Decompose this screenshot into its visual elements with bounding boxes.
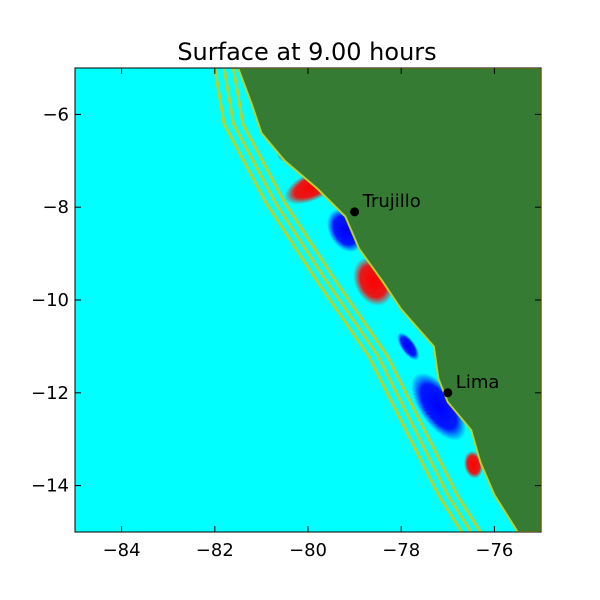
location-markers: Trujillo Lima xyxy=(350,191,500,398)
y-tick-label: −14 xyxy=(31,476,69,497)
x-tick-label: −78 xyxy=(382,540,420,561)
y-tick-label: −10 xyxy=(31,290,69,311)
depth-contour-1 xyxy=(222,68,473,532)
y-tick-label: −12 xyxy=(31,383,69,404)
x-tick-label: −82 xyxy=(196,540,234,561)
wave-trough-5 xyxy=(411,372,466,441)
axes: −84 −82 −80 −78 −76 −6 −8 −10 −12 −14 xyxy=(31,68,541,561)
x-tick-label: −84 xyxy=(103,540,141,561)
land-area xyxy=(237,68,541,532)
depth-contour-2 xyxy=(213,68,464,532)
plot-area xyxy=(75,68,541,532)
lima-marker xyxy=(443,388,453,398)
lima-label: Lima xyxy=(456,372,500,393)
trujillo-label: Trujillo xyxy=(362,191,421,212)
wave-trough-4 xyxy=(397,332,420,361)
depth-contour-0 xyxy=(231,68,482,532)
x-tick-label: −80 xyxy=(289,540,327,561)
y-tick-label: −6 xyxy=(42,104,69,125)
trujillo-marker xyxy=(350,207,360,217)
x-tick-label: −76 xyxy=(475,540,513,561)
y-tick-label: −8 xyxy=(42,197,69,218)
chart-title: Surface at 9.00 hours xyxy=(177,38,436,66)
